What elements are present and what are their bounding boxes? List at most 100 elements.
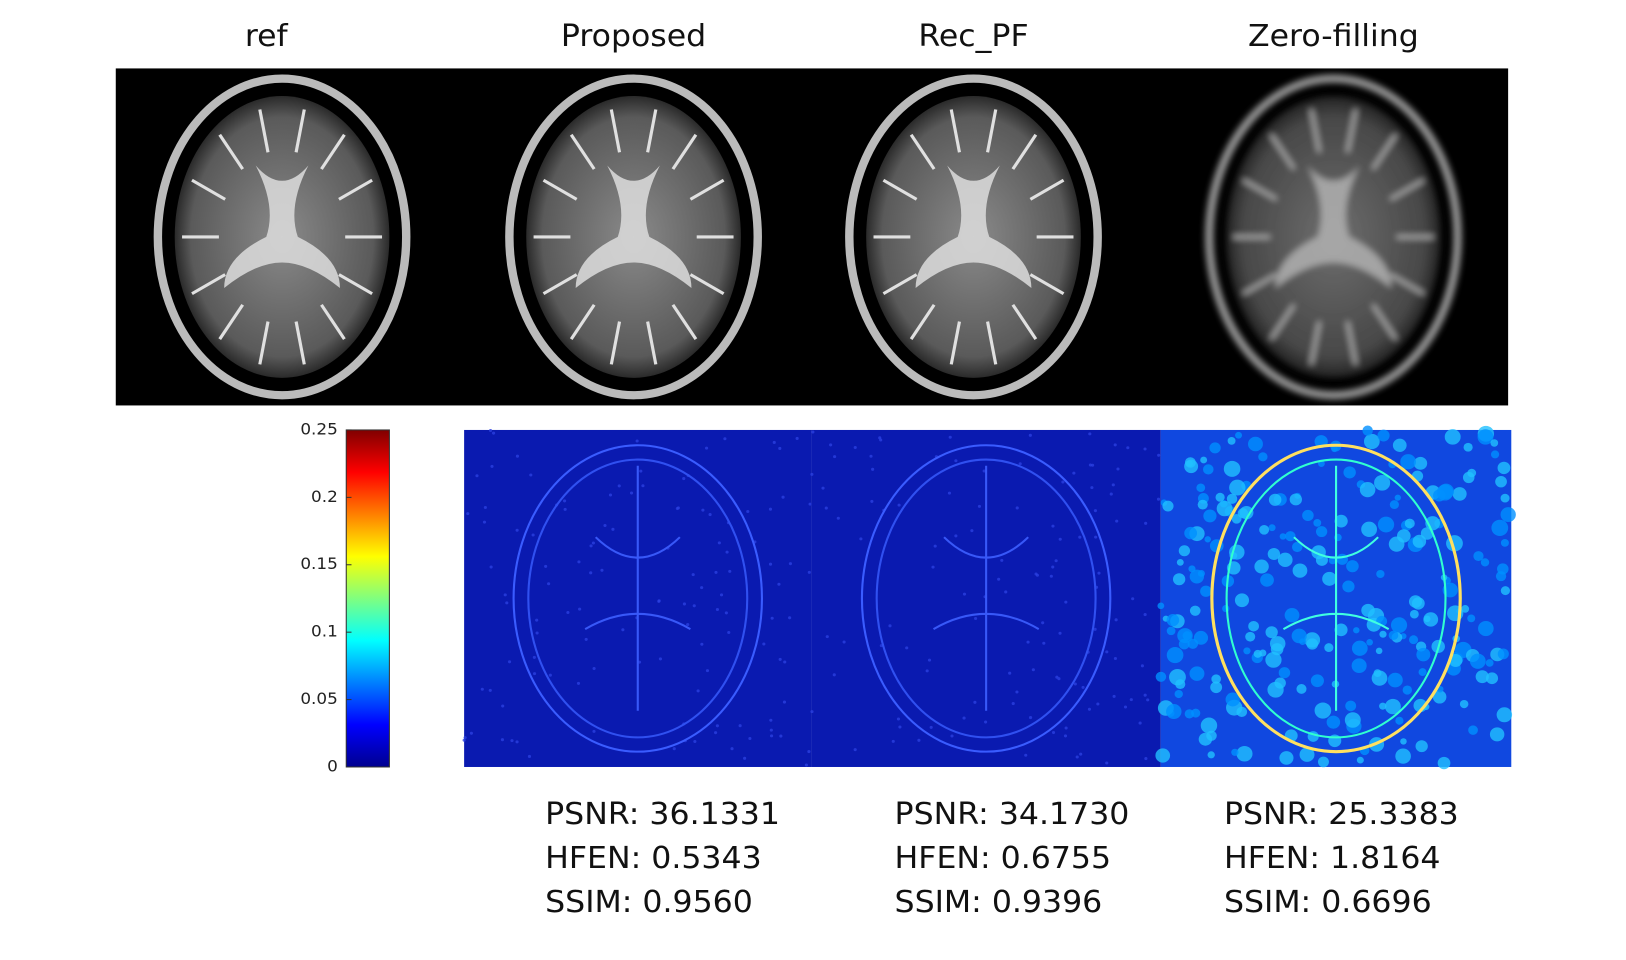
error-speckle xyxy=(931,565,935,569)
error-speckle xyxy=(501,704,505,708)
error-speckle xyxy=(1491,519,1509,537)
error-speckle xyxy=(897,503,901,507)
sulcus xyxy=(609,109,622,153)
error-speckle xyxy=(1215,492,1225,502)
error-speckle xyxy=(933,544,937,548)
error-speckle xyxy=(1063,734,1068,738)
error-speckle xyxy=(488,688,492,692)
error-speckle xyxy=(714,570,718,574)
error-speckle xyxy=(769,734,774,738)
error-speckle xyxy=(1126,446,1130,450)
error-speckle xyxy=(962,716,966,720)
error-speckle xyxy=(1291,628,1307,644)
error-speckle xyxy=(1225,692,1240,707)
error-speckle xyxy=(982,469,986,473)
metric: HFEN: 1.8164 xyxy=(1224,841,1441,876)
error-speckle xyxy=(1026,640,1030,644)
error-speckle xyxy=(1452,487,1467,501)
error-speckle xyxy=(1248,621,1259,632)
error-speckle xyxy=(1088,432,1092,436)
error-speckle xyxy=(1178,545,1191,557)
error-structure xyxy=(584,465,691,711)
error-speckle xyxy=(769,728,773,732)
error-speckle xyxy=(1090,486,1094,490)
error-speckle xyxy=(1028,716,1033,720)
error-speckle xyxy=(1064,726,1068,730)
error-speckle xyxy=(1143,447,1147,451)
metric: PSNR: 36.1331 xyxy=(545,797,780,832)
error-speckle xyxy=(657,599,661,603)
error-speckle xyxy=(1315,526,1328,538)
error-speckle xyxy=(878,436,882,440)
error-speckle xyxy=(1204,536,1211,543)
sulcus xyxy=(882,178,918,201)
error-speckle xyxy=(544,564,548,568)
error-speckle xyxy=(562,499,567,503)
error-speckle xyxy=(772,440,776,444)
error-speckle xyxy=(1259,525,1270,535)
error-speckle xyxy=(691,573,695,577)
error-speckle xyxy=(1078,535,1082,539)
error-speckle xyxy=(783,660,787,664)
sulcus xyxy=(949,109,961,153)
error-speckle xyxy=(527,754,532,758)
error-speckle xyxy=(576,681,581,685)
error-speckle xyxy=(589,571,593,575)
error-speckle xyxy=(1000,558,1004,562)
ventricles xyxy=(915,165,1032,288)
error-speckle xyxy=(700,586,704,590)
error-speckle xyxy=(1203,464,1214,475)
error-speckle xyxy=(1461,605,1470,613)
error-speckle xyxy=(1291,541,1303,553)
error-speckle xyxy=(1375,647,1383,655)
sulcus xyxy=(191,273,226,295)
error-speckle xyxy=(1268,493,1282,506)
error-speckle xyxy=(1162,500,1174,512)
error-speckle xyxy=(1075,755,1079,759)
error-speckle xyxy=(1061,480,1065,484)
error-speckle xyxy=(1436,484,1454,501)
error-speckle xyxy=(1412,534,1427,548)
error-speckle xyxy=(795,436,799,440)
error-speckle xyxy=(811,430,815,434)
error-speckle xyxy=(705,669,710,673)
error-speckle xyxy=(1480,558,1490,567)
error-speckle xyxy=(925,669,929,673)
error-speckle xyxy=(1346,560,1359,573)
error-speckle xyxy=(1344,712,1361,728)
column-title: ref xyxy=(245,18,289,53)
error-speckle xyxy=(1058,631,1062,635)
error-speckle xyxy=(1400,738,1407,745)
error-speckle xyxy=(704,446,709,450)
ventricles xyxy=(1275,165,1392,288)
error-speckle xyxy=(891,739,895,743)
error-speckle xyxy=(1072,471,1076,475)
error-speckle xyxy=(600,568,604,572)
error-speckle xyxy=(717,541,721,545)
error-speckle xyxy=(1331,445,1338,453)
error-speckle xyxy=(1278,667,1291,679)
error-speckle xyxy=(1292,563,1308,578)
error-speckle xyxy=(1343,466,1356,479)
sulcus xyxy=(909,133,936,170)
error-speckle xyxy=(1166,704,1182,720)
error-speckle xyxy=(1296,684,1307,694)
error-speckle xyxy=(1334,623,1348,637)
error-speckle xyxy=(927,658,932,662)
error-speckle xyxy=(700,642,704,646)
error-speckle xyxy=(1096,702,1100,706)
error-outline xyxy=(527,458,749,739)
error-speckle xyxy=(1011,702,1015,706)
error-speckle xyxy=(1317,756,1329,768)
error-speckle xyxy=(1144,757,1148,761)
error-speckle xyxy=(1304,632,1321,648)
error-speckle xyxy=(1093,509,1098,513)
error-speckle xyxy=(1200,585,1212,597)
error-speckle xyxy=(658,657,663,661)
error-speckle xyxy=(1462,471,1475,484)
error-speckle xyxy=(1209,442,1221,454)
error-speckle xyxy=(974,616,978,621)
ventricles xyxy=(224,165,340,288)
error-speckle xyxy=(1211,674,1221,684)
error-speckle xyxy=(768,507,773,511)
